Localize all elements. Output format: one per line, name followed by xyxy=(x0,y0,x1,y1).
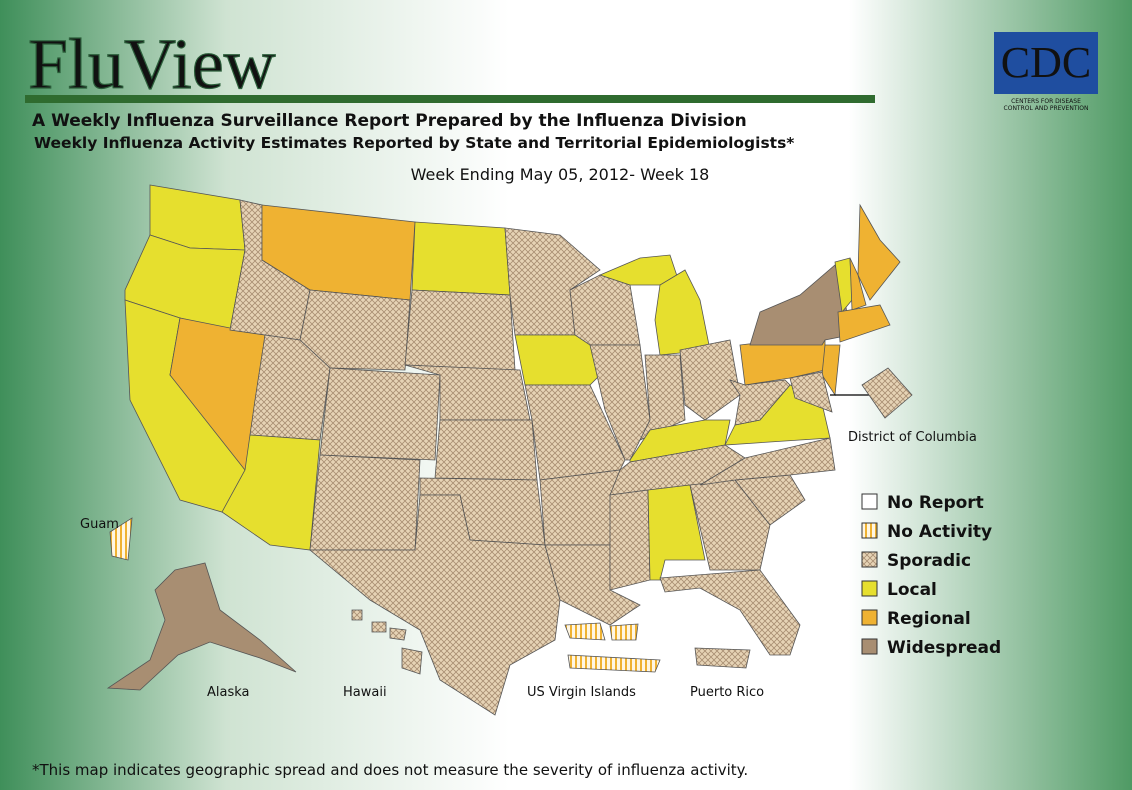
state xyxy=(299,289,411,371)
state xyxy=(849,257,867,311)
hawaii-island xyxy=(389,627,407,641)
puerto-rico xyxy=(694,647,751,669)
state xyxy=(659,569,801,656)
state xyxy=(434,419,538,481)
report-title: A Weekly Influenza Surveillance Report P… xyxy=(32,111,747,131)
hawaii-island xyxy=(351,609,363,621)
legend-label: Widespread xyxy=(887,638,1001,658)
alaska xyxy=(106,562,297,691)
vi-label: US Virgin Islands xyxy=(527,685,636,700)
state xyxy=(857,203,901,301)
pr-label: Puerto Rico xyxy=(690,685,764,700)
logo-tagline: CONTROL AND PREVENTION xyxy=(1004,105,1089,112)
legend-label: Sporadic xyxy=(887,551,971,571)
state xyxy=(569,274,641,346)
dc-inset xyxy=(861,367,913,419)
title-rule xyxy=(25,95,875,103)
state xyxy=(598,254,681,286)
legend-swatch xyxy=(861,551,878,568)
virgin-island xyxy=(564,622,606,641)
legend-swatch xyxy=(861,638,878,655)
alaska-label: Alaska xyxy=(207,685,250,700)
legend-label: No Activity xyxy=(887,522,992,542)
hawaii-island xyxy=(371,621,387,633)
state xyxy=(319,367,441,461)
hawaii-island xyxy=(401,647,423,675)
legend-swatch xyxy=(861,522,878,539)
legend-label: Local xyxy=(887,580,937,600)
state xyxy=(221,434,321,551)
state xyxy=(308,494,561,716)
logo-tagline: CENTERS FOR DISEASE xyxy=(1011,98,1081,105)
state xyxy=(609,489,651,591)
legend-swatch xyxy=(861,609,878,626)
legend: No Report No Activity Sporadic Local Regiona… xyxy=(861,493,1001,658)
app-title: FluView xyxy=(28,24,276,104)
virgin-island xyxy=(609,623,639,641)
dc-label: District of Columbia xyxy=(848,430,977,445)
state xyxy=(411,221,511,296)
us-map xyxy=(106,184,913,716)
state xyxy=(309,454,421,551)
state xyxy=(699,437,836,486)
week-label: Week Ending May 05, 2012- Week 18 xyxy=(411,165,710,184)
footnote: *This map indicates geographic spread an… xyxy=(32,761,748,779)
logo-box xyxy=(994,32,1098,94)
guam-label: Guam xyxy=(80,517,119,532)
guam xyxy=(109,517,133,561)
legend-label: Regional xyxy=(887,609,971,629)
state xyxy=(539,469,621,546)
logo-text: CDC xyxy=(1001,38,1091,87)
state xyxy=(837,304,891,343)
hawaii-label: Hawaii xyxy=(343,685,387,700)
state xyxy=(404,289,516,371)
cdc-logo: CDC CENTERS FOR DISEASE CONTROL AND PREV… xyxy=(994,32,1098,112)
state xyxy=(679,339,741,421)
legend-swatch xyxy=(861,493,878,510)
report-subtitle: Weekly Influenza Activity Estimates Repo… xyxy=(34,134,794,152)
virgin-island xyxy=(567,654,661,673)
state xyxy=(789,371,833,413)
legend-swatch xyxy=(861,580,878,597)
legend-label: No Report xyxy=(887,493,984,513)
